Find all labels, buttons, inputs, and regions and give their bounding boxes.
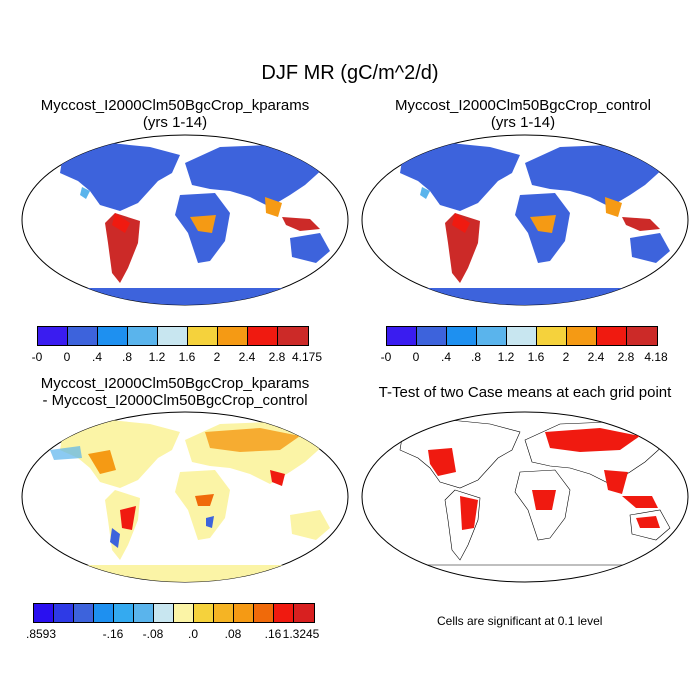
panel-title-line1: Myccost_I2000Clm50BgcCrop_control — [395, 97, 651, 114]
color-swatch — [506, 326, 537, 346]
panel-title-kparams: Myccost_I2000Clm50BgcCrop_kparams (yrs 1… — [20, 97, 330, 131]
color-swatch — [253, 603, 274, 623]
colorbar-label: .16 — [264, 627, 282, 641]
map-difference — [21, 411, 349, 583]
colorbar-label: -0 — [380, 350, 392, 364]
colorbar-label: -0 — [31, 350, 43, 364]
colorbar-label: .8 — [121, 350, 133, 364]
color-swatch — [476, 326, 507, 346]
color-swatch — [37, 326, 68, 346]
panel-title-control: Myccost_I2000Clm50BgcCrop_control (yrs 1… — [368, 97, 678, 131]
colorbar-label: 1.6 — [527, 350, 545, 364]
map-kparams — [21, 134, 349, 306]
color-swatch — [416, 326, 447, 346]
panel-title-line1: Myccost_I2000Clm50BgcCrop_kparams — [40, 375, 310, 392]
colorbar-label: .8593 — [25, 627, 57, 641]
colorbar-label: 2.8 — [617, 350, 635, 364]
color-swatch — [247, 326, 278, 346]
color-swatch — [173, 603, 194, 623]
colorbar-label: 1.2 — [148, 350, 166, 364]
color-swatch — [97, 326, 128, 346]
panel-title-line1: T-Test of two Case means at each grid po… — [378, 384, 672, 401]
color-swatch — [187, 326, 218, 346]
colorbar-label: .0 — [187, 627, 199, 641]
color-swatch — [273, 603, 294, 623]
color-swatch — [113, 603, 134, 623]
panel-title-ttest: T-Test of two Case means at each grid po… — [360, 384, 690, 401]
color-swatch — [213, 603, 234, 623]
colorbar-kparams: -0 0 .4 .8 1.2 1.6 2 2.4 2.8 4.175 — [32, 326, 322, 366]
color-swatch — [233, 603, 254, 623]
colorbar-label: 0 — [412, 350, 420, 364]
colorbar-label: 2.8 — [268, 350, 286, 364]
color-swatch — [153, 603, 174, 623]
color-swatch — [626, 326, 658, 346]
color-swatch — [446, 326, 477, 346]
colorbar-label: 4.18 — [644, 350, 668, 364]
color-swatch — [73, 603, 94, 623]
panel-title-line2: - Myccost_I2000Clm50BgcCrop_control — [42, 392, 308, 409]
color-swatch — [277, 326, 309, 346]
color-swatch — [33, 603, 54, 623]
colorbar-label: 1.3245 — [282, 627, 320, 641]
map-control — [361, 134, 689, 306]
color-swatch — [293, 603, 315, 623]
color-swatch — [67, 326, 98, 346]
color-swatch — [193, 603, 214, 623]
colorbar-label: .4 — [440, 350, 452, 364]
colorbar-label: 2 — [213, 350, 221, 364]
panel-title-line2: (yrs 1-14) — [490, 114, 556, 131]
map-ttest — [361, 411, 689, 583]
colorbar-label: 1.6 — [178, 350, 196, 364]
panel-title-difference: Myccost_I2000Clm50BgcCrop_kparams - Mycc… — [20, 375, 330, 409]
color-swatch — [566, 326, 597, 346]
panel-title-line2: (yrs 1-14) — [142, 114, 208, 131]
color-swatch — [157, 326, 188, 346]
colorbar-label: .4 — [91, 350, 103, 364]
colorbar-label: 4.175 — [291, 350, 323, 364]
colorbar-label: 1.2 — [497, 350, 515, 364]
panel-title-line1: Myccost_I2000Clm50BgcCrop_kparams — [40, 97, 310, 114]
figure-title: DJF MR (gC/m^2/d) — [261, 62, 439, 84]
color-swatch — [93, 603, 114, 623]
color-swatch — [217, 326, 248, 346]
color-swatch — [386, 326, 417, 346]
color-swatch — [133, 603, 154, 623]
colorbar-label: .08 — [224, 627, 242, 641]
colorbar-label: 2 — [562, 350, 570, 364]
colorbar-label: -.16 — [102, 627, 124, 641]
colorbar-control: -0 0 .4 .8 1.2 1.6 2 2.4 2.8 4.18 — [381, 326, 668, 366]
colorbar-label: 2.4 — [238, 350, 256, 364]
significance-note: Cells are significant at 0.1 level — [437, 614, 603, 628]
colorbar-label: 2.4 — [587, 350, 605, 364]
color-swatch — [53, 603, 74, 623]
color-swatch — [596, 326, 627, 346]
colorbar-label: .8 — [470, 350, 482, 364]
colorbar-label: -.08 — [142, 627, 164, 641]
colorbar-difference: .8593 -.16 -.08 .0 .08 .16 1.3245 — [26, 603, 323, 643]
colorbar-label: 0 — [63, 350, 71, 364]
color-swatch — [536, 326, 567, 346]
color-swatch — [127, 326, 158, 346]
